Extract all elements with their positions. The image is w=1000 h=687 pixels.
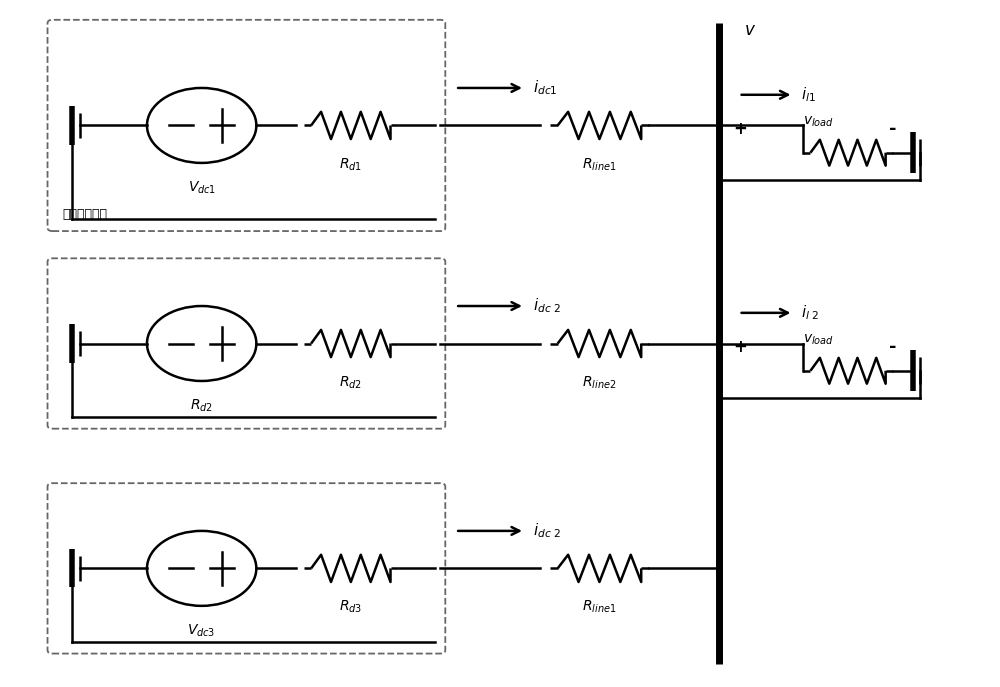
- Text: $V_{dc3}$: $V_{dc3}$: [187, 623, 216, 640]
- Text: -: -: [889, 120, 897, 138]
- Text: $i_{l\ 2}$: $i_{l\ 2}$: [801, 304, 820, 322]
- Text: $i_{dc1}$: $i_{dc1}$: [533, 78, 557, 98]
- Text: $R_{d2}$: $R_{d2}$: [190, 398, 213, 414]
- Text: 简化微源模型: 简化微源模型: [62, 208, 107, 221]
- Text: +: +: [734, 338, 748, 356]
- Text: -: -: [889, 338, 897, 356]
- Text: $R_{d1}$: $R_{d1}$: [339, 156, 362, 172]
- Text: $R_{d3}$: $R_{d3}$: [339, 599, 362, 616]
- Text: $V_{dc1}$: $V_{dc1}$: [188, 180, 216, 196]
- Text: $R_{line2}$: $R_{line2}$: [582, 374, 617, 391]
- Text: +: +: [734, 120, 748, 138]
- Text: $i_{l1}$: $i_{l1}$: [801, 85, 816, 104]
- Text: $v$: $v$: [744, 21, 756, 39]
- Text: $i_{dc\ 2}$: $i_{dc\ 2}$: [533, 521, 561, 540]
- Text: $R_{line1}$: $R_{line1}$: [582, 599, 617, 616]
- Text: $R_{d2}$: $R_{d2}$: [339, 374, 362, 391]
- Text: $v_{load}$: $v_{load}$: [803, 333, 834, 348]
- Text: $v_{load}$: $v_{load}$: [803, 115, 834, 129]
- Text: $R_{line1}$: $R_{line1}$: [582, 156, 617, 172]
- Text: $i_{dc\ 2}$: $i_{dc\ 2}$: [533, 297, 561, 315]
